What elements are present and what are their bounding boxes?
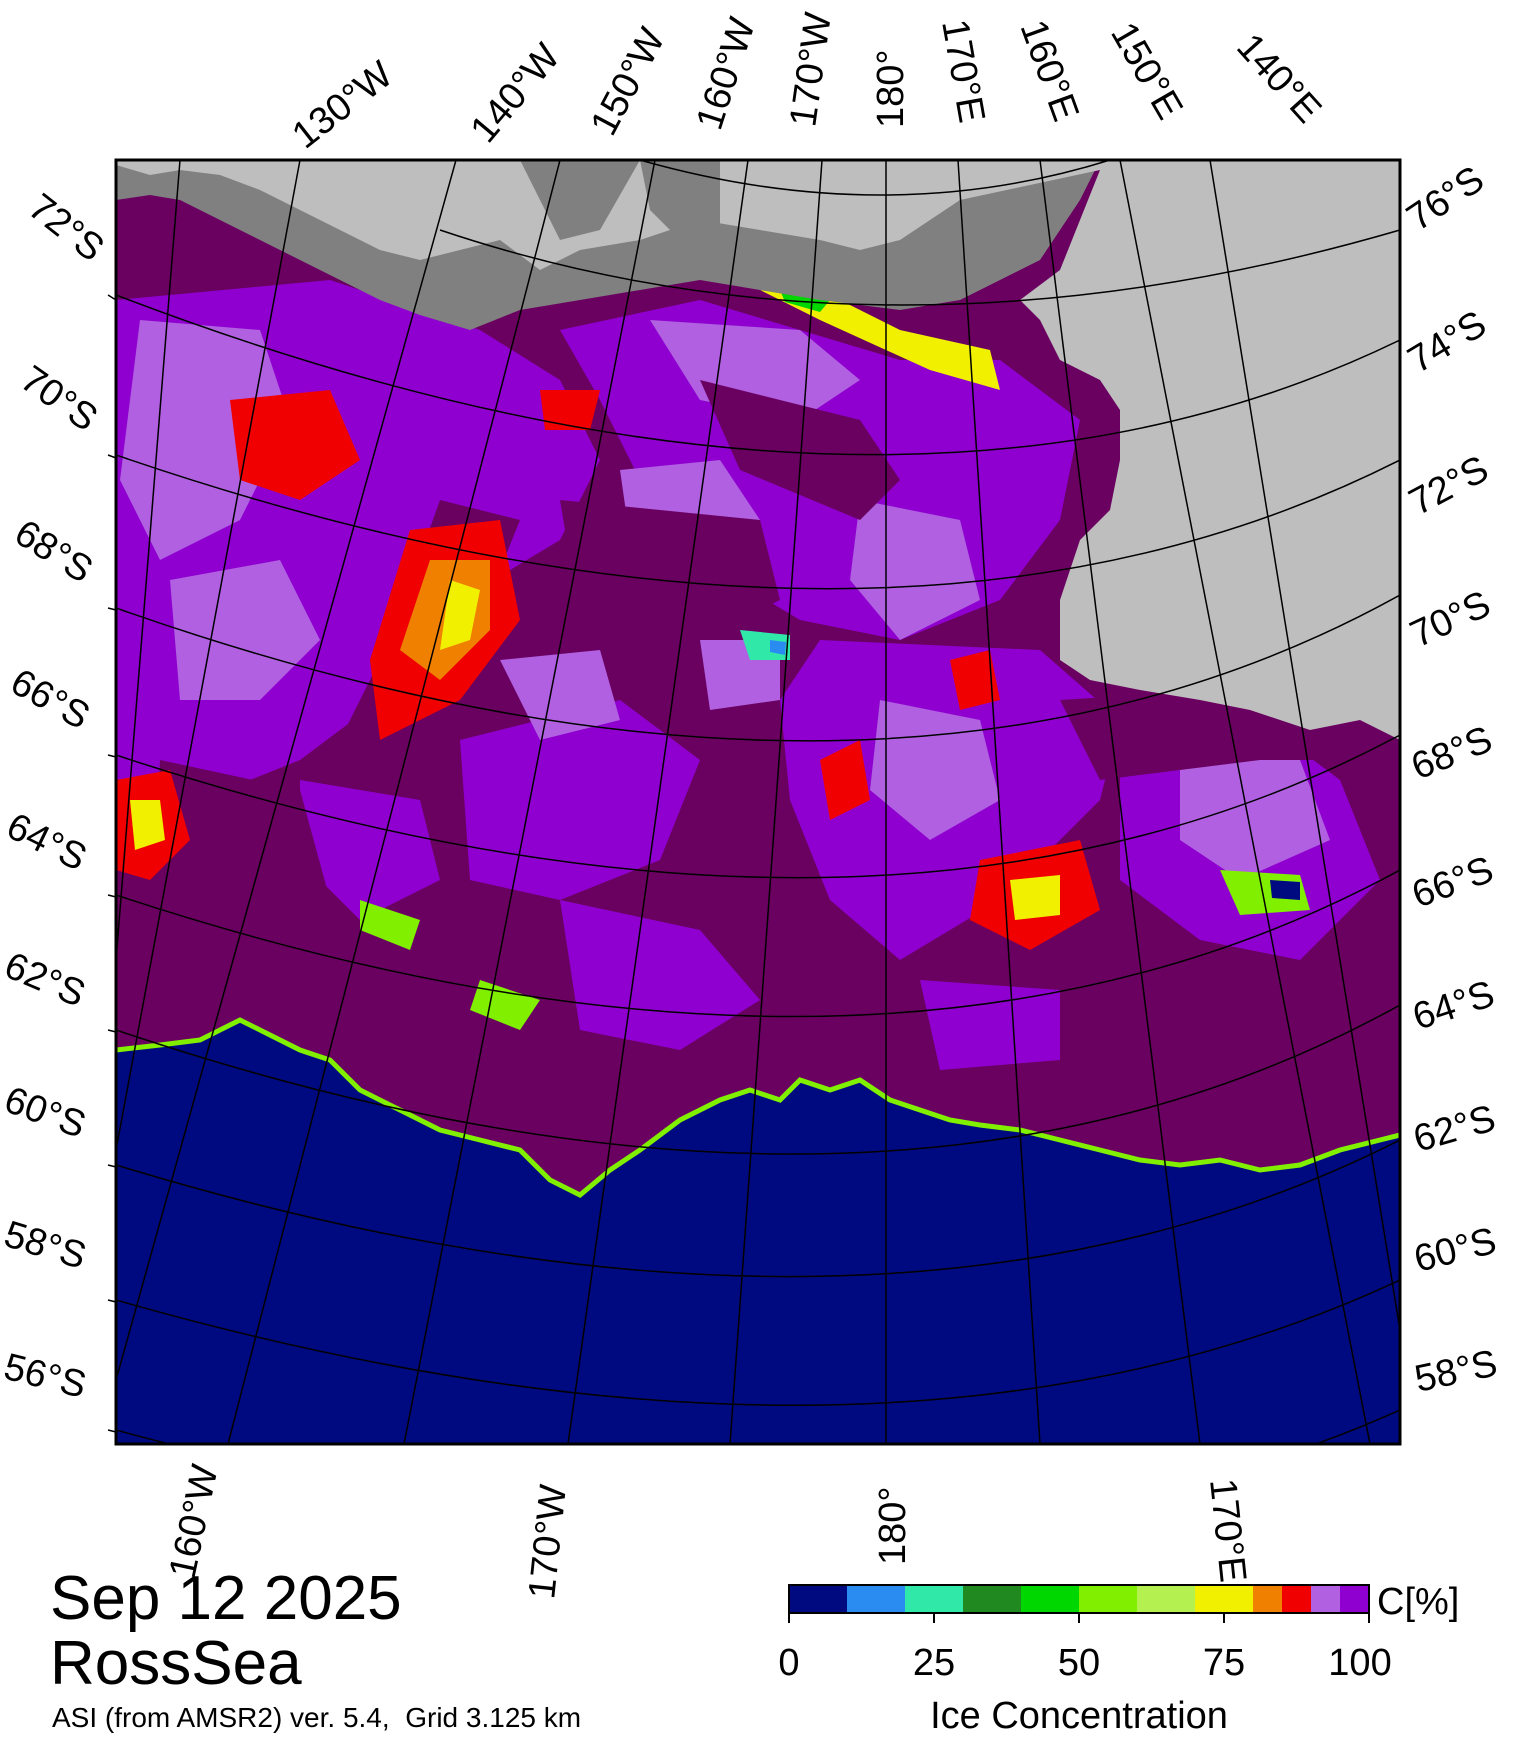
- ice-concentration-80-patches: [116, 290, 1100, 950]
- parallel-line: [116, 1139, 1400, 1278]
- lat-label-left: 72°S: [20, 186, 111, 270]
- lat-label-right: 68°S: [1406, 718, 1499, 788]
- meridian-line: [567, 160, 749, 1444]
- colorbar-cell: [1195, 1585, 1253, 1613]
- lon-label-top: 160°W: [689, 13, 764, 135]
- source-caption: ASI (from AMSR2) ver. 5.4, Grid 3.125 km: [52, 1702, 582, 1733]
- left-latitude-labels: 72°S 70°S 68°S 66°S 64°S 62°S 60°S 58°S …: [0, 186, 112, 1407]
- top-longitude-labels: 130°W 140°W 150°W 160°W 170°W 180° 170°E…: [285, 10, 1329, 157]
- land: [116, 160, 1400, 740]
- colorbar-tick-label: 100: [1328, 1642, 1391, 1684]
- lon-label-top: 150°E: [1102, 16, 1190, 127]
- meridian-line: [1039, 160, 1201, 1444]
- lat-label-right: 62°S: [1409, 1097, 1500, 1160]
- colorbar-cell: [1137, 1585, 1195, 1613]
- parallel-line: [639, 160, 1111, 196]
- lat-label-right: 72°S: [1403, 448, 1496, 524]
- colorbar-cell: [1021, 1585, 1079, 1613]
- lon-label-top: 140°W: [463, 36, 569, 151]
- colorbar-cell: [1340, 1585, 1369, 1613]
- lon-label-top: 160°E: [1012, 15, 1087, 127]
- lon-label-top: 150°W: [583, 21, 674, 142]
- meridian-line: [116, 160, 181, 961]
- parallel-line: [116, 1279, 1400, 1406]
- colorbar: 0 25 50 75 100 C[%] Ice Concentration: [778, 1581, 1459, 1737]
- parallel-line: [116, 869, 1400, 1018]
- lat-label-left: 64°S: [0, 805, 93, 879]
- date-caption: Sep 12 2025: [50, 1564, 402, 1633]
- meridian-line: [227, 160, 561, 1444]
- parallel-line: [116, 454, 1400, 590]
- open-water: [116, 1020, 1400, 1444]
- colorbar-ticks: [788, 1613, 1370, 1623]
- meridian-line: [1119, 160, 1371, 1444]
- colorbar-title: Ice Concentration: [930, 1695, 1228, 1737]
- lon-label-top: 170°E: [933, 16, 992, 126]
- meridian-line: [403, 160, 656, 1444]
- region-caption: RossSea: [50, 1629, 302, 1698]
- right-latitude-labels: 76°S 74°S 72°S 70°S 68°S 66°S 64°S 62°S …: [1400, 158, 1501, 1400]
- lat-label-right: 74°S: [1401, 303, 1494, 382]
- parallel-line: [116, 294, 1400, 456]
- lat-label-left: 60°S: [0, 1079, 91, 1147]
- lon-label-bottom: 180°: [872, 1486, 914, 1565]
- meridian-line: [1209, 160, 1400, 1331]
- lon-label-bottom: 170°W: [521, 1483, 575, 1601]
- lat-label-left: 62°S: [0, 945, 91, 1016]
- colorbar-cell: [905, 1585, 963, 1613]
- lat-label-right: 66°S: [1407, 849, 1499, 917]
- lat-label-right: 76°S: [1400, 158, 1492, 239]
- colorbar-tick-label: 0: [778, 1642, 799, 1684]
- colorbar-unit: C[%]: [1377, 1581, 1459, 1623]
- meridian-line: [116, 160, 301, 1151]
- meridian-line: [729, 160, 823, 1444]
- lat-label-left: 68°S: [7, 512, 99, 592]
- sea-ice-90-regions: [120, 320, 1330, 880]
- lat-label-left: 56°S: [0, 1346, 90, 1407]
- lat-label-left: 58°S: [0, 1213, 91, 1277]
- colorbar-cells: [789, 1585, 1369, 1613]
- colorbar-cell: [1253, 1585, 1282, 1613]
- colorbar-cell: [1311, 1585, 1340, 1613]
- colorbar-tick-label: 50: [1058, 1642, 1100, 1684]
- parallel-line: [116, 734, 1400, 879]
- colorbar-cell: [1079, 1585, 1137, 1613]
- lat-label-left: 66°S: [4, 661, 97, 738]
- meridian-line: [116, 160, 457, 1381]
- ice-edge-features: [360, 630, 1310, 1030]
- colorbar-cell: [847, 1585, 905, 1613]
- map-frame: [114, 158, 1402, 1446]
- colorbar-cell: [1282, 1585, 1311, 1613]
- colorbar-cell: [963, 1585, 1021, 1613]
- parallel-line: [116, 594, 1400, 742]
- lon-label-top: 170°W: [782, 10, 840, 129]
- lon-label-bottom: 170°E: [1201, 1477, 1254, 1585]
- lon-label-top: 140°E: [1228, 26, 1329, 131]
- parallel-line: [116, 1004, 1400, 1155]
- graticule: [116, 160, 1400, 1444]
- lat-label-right: 70°S: [1404, 583, 1497, 656]
- ice-shelf-inner: [640, 160, 720, 240]
- colorbar-tick-label: 75: [1203, 1642, 1245, 1684]
- colorbar-tick-label: 25: [913, 1642, 955, 1684]
- lon-label-top: 180°: [870, 49, 912, 128]
- ice-edge-band: [116, 1017, 1400, 1198]
- map-area: [116, 160, 1400, 1444]
- lat-label-left: 70°S: [13, 358, 105, 440]
- lat-label-right: 58°S: [1411, 1343, 1501, 1401]
- parallel-line: [439, 229, 1400, 306]
- lon-label-top: 130°W: [285, 53, 401, 157]
- colorbar-cell: [789, 1585, 847, 1613]
- lat-label-right: 60°S: [1410, 1220, 1501, 1281]
- meridian-line: [957, 160, 1041, 1444]
- lat-label-right: 64°S: [1408, 973, 1500, 1039]
